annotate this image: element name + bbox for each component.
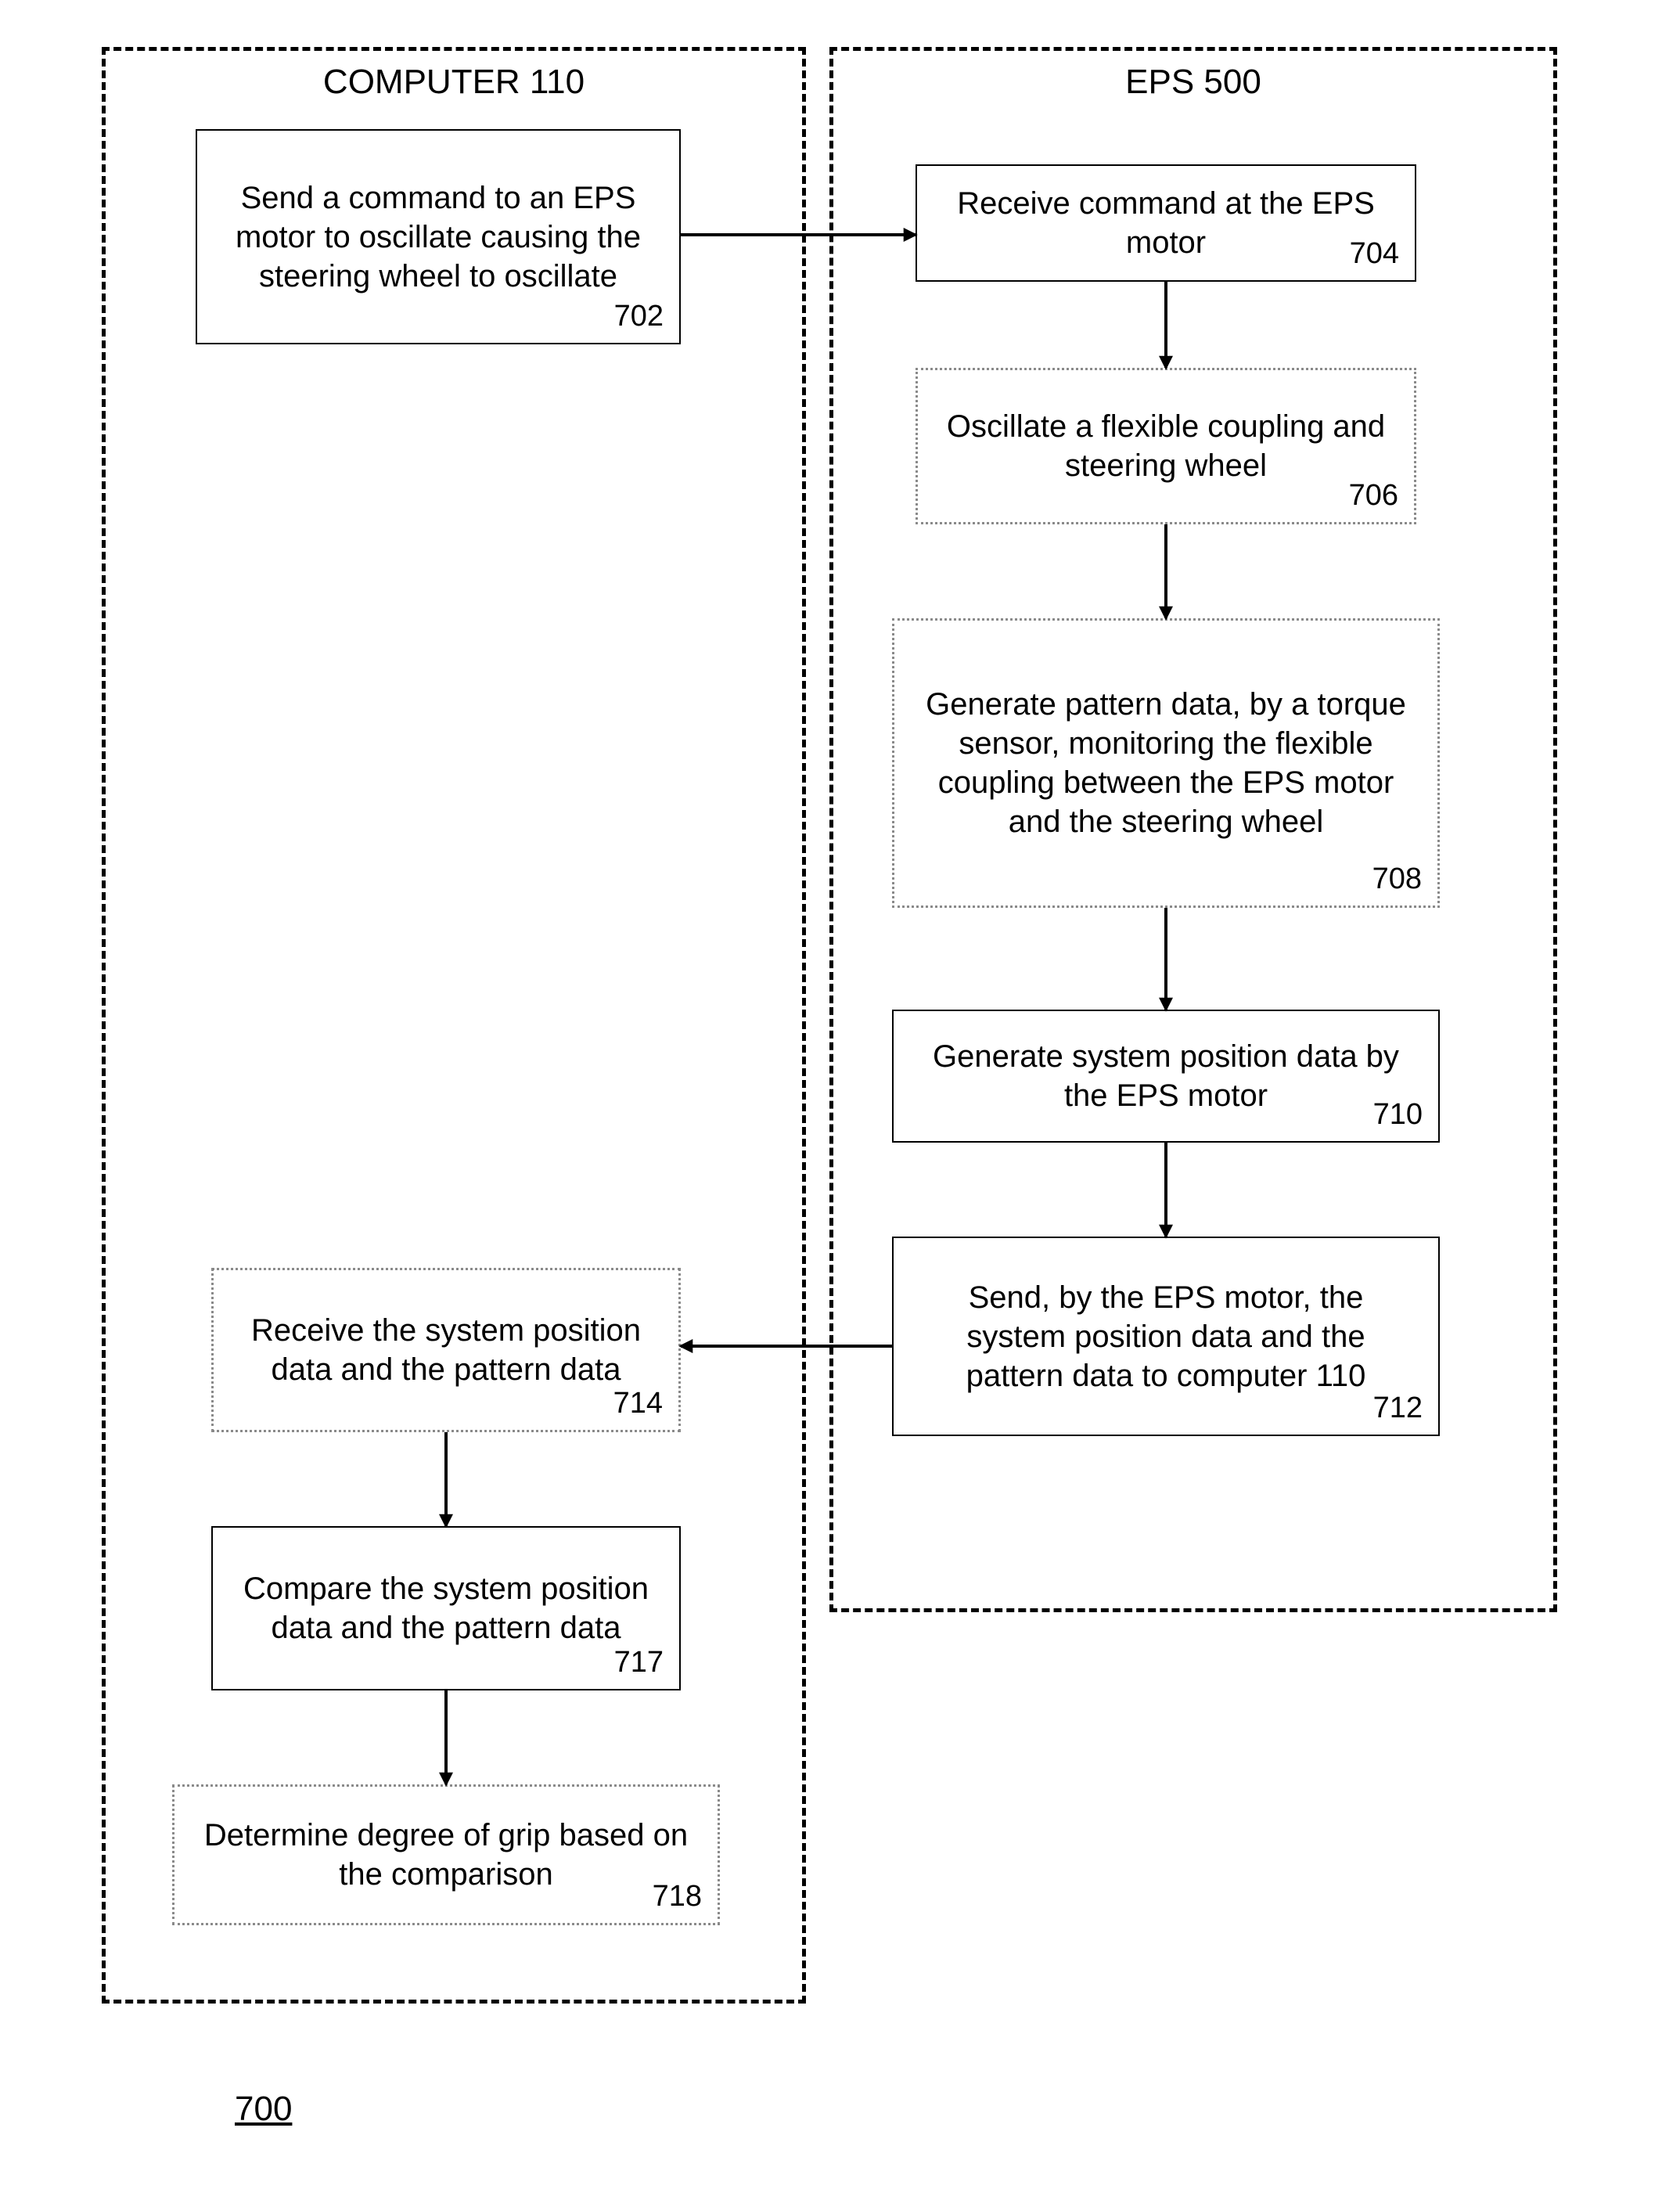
- lane-title-eps: EPS 500: [833, 63, 1553, 102]
- step-ref: 708: [1372, 861, 1422, 898]
- step-717-compare: Compare the system position data and the…: [211, 1526, 681, 1690]
- step-text: Oscillate a flexible coupling and steeri…: [941, 407, 1390, 485]
- step-ref: 714: [613, 1385, 663, 1423]
- step-text: Receive the system position data and the…: [237, 1311, 655, 1389]
- step-714-receive-data: Receive the system position data and the…: [211, 1268, 681, 1432]
- step-706-oscillate: Oscillate a flexible coupling and steeri…: [916, 368, 1416, 524]
- step-710-generate-position: Generate system position data by the EPS…: [892, 1010, 1440, 1143]
- step-text: Send a command to an EPS motor to oscill…: [221, 178, 656, 296]
- step-text: Receive command at the EPS motor: [941, 184, 1391, 262]
- step-702-send-command: Send a command to an EPS motor to oscill…: [196, 129, 681, 344]
- step-ref: 702: [614, 298, 664, 336]
- step-712-send-data: Send, by the EPS motor, the system posit…: [892, 1237, 1440, 1436]
- step-text: Determine degree of grip based on the co…: [198, 1816, 694, 1894]
- step-ref: 710: [1373, 1096, 1423, 1134]
- step-ref: 717: [614, 1644, 664, 1682]
- figure-reference: 700: [235, 2090, 292, 2129]
- step-708-generate-pattern: Generate pattern data, by a torque senso…: [892, 618, 1440, 908]
- step-718-determine-grip: Determine degree of grip based on the co…: [172, 1784, 720, 1925]
- step-ref: 718: [653, 1878, 702, 1916]
- step-704-receive-command: Receive command at the EPS motor 704: [916, 164, 1416, 282]
- step-ref: 706: [1349, 477, 1398, 515]
- step-text: Compare the system position data and the…: [236, 1569, 656, 1647]
- step-ref: 712: [1373, 1390, 1423, 1428]
- page: COMPUTER 110 EPS 500 Send a command to a…: [0, 0, 1680, 2207]
- step-text: Generate system position data by the EPS…: [917, 1037, 1415, 1115]
- step-ref: 704: [1350, 236, 1399, 273]
- step-text: Send, by the EPS motor, the system posit…: [917, 1278, 1415, 1395]
- step-text: Generate pattern data, by a torque senso…: [918, 685, 1414, 841]
- lane-title-computer: COMPUTER 110: [106, 63, 802, 102]
